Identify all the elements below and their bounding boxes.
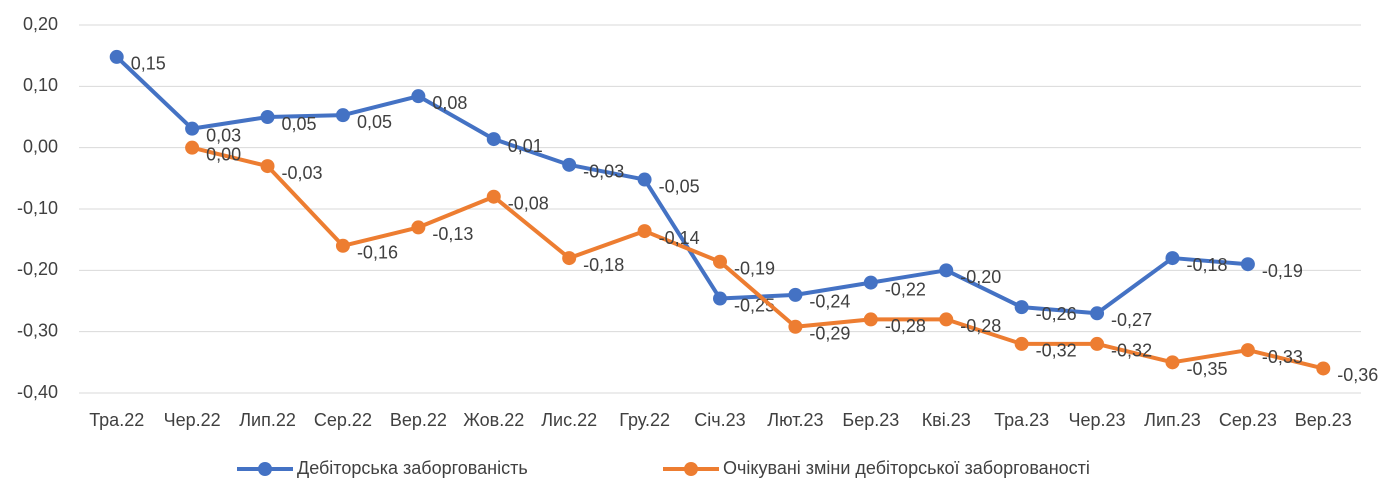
data-label: 0,15 [131,54,166,74]
data-label: -0,19 [734,258,775,278]
legend-label: Очікувані зміни дебіторської заборговано… [723,458,1090,478]
x-tick-label: Вер.22 [390,410,447,430]
data-label: 0,05 [357,112,392,132]
data-label: -0,08 [508,193,549,213]
x-tick-label: Сер.22 [314,410,372,430]
data-label: -0,03 [583,162,624,182]
data-label: -0,35 [1186,359,1227,379]
marker [260,110,275,124]
data-label: -0,20 [960,267,1001,287]
x-tick-label: Кві.23 [922,410,971,430]
data-label: 0,01 [508,136,543,156]
data-label: -0,32 [1111,341,1152,361]
marker [486,189,501,204]
data-label: -0,03 [282,163,323,183]
data-label: -0,29 [809,324,850,344]
marker [185,121,200,136]
marker [1316,361,1331,376]
x-tick-label: Чер.23 [1069,410,1126,430]
x-tick-label: Гру.22 [619,410,670,430]
data-label: -0,36 [1337,365,1378,385]
marker [1165,355,1180,370]
x-tick-label: Лип.23 [1144,410,1201,430]
series-line [191,145,1324,371]
marker [109,49,124,64]
marker [1014,300,1029,315]
x-tick-label: Бер.23 [842,410,899,430]
x-tick-label: Чер.22 [164,410,221,430]
legend-label: Дебіторська заборгованість [297,458,528,478]
y-tick-label: 0,00 [23,136,58,156]
legend-marker [258,462,272,476]
marker [939,312,954,327]
marker [713,254,727,269]
data-label: -0,28 [885,316,926,336]
y-tick-label: 0,20 [23,14,58,34]
data-label: 0,05 [282,114,317,134]
y-tick-label: -0,30 [17,320,58,340]
marker [1090,336,1105,351]
data-label: -0,32 [1036,341,1077,361]
y-tick-label: -0,10 [17,198,58,218]
data-label: -0,18 [583,255,624,275]
data-label: -0,24 [809,292,850,312]
data-label: -0,27 [1111,310,1152,330]
data-label: -0,16 [357,243,398,263]
data-label: -0,28 [960,316,1001,336]
data-label: -0,33 [1262,347,1303,367]
data-label: -0,18 [1186,255,1227,275]
marker [713,291,727,306]
marker [1240,343,1255,358]
x-tick-label: Лис.22 [541,410,597,430]
y-tick-label: 0,10 [23,75,58,95]
x-tick-label: Сер.23 [1219,410,1277,430]
x-tick-label: Вер.23 [1295,410,1352,430]
marker [260,159,275,174]
x-tick-label: Лип.22 [239,410,296,430]
marker [486,132,501,147]
marker [637,172,652,187]
marker [863,312,878,327]
data-label: -0,14 [659,228,700,248]
x-tick-label: Тра.23 [994,410,1049,430]
x-tick-label: Січ.23 [694,410,745,430]
marker [1090,306,1105,321]
data-label: -0,05 [659,176,700,196]
x-tick-label: Жов.22 [463,410,524,430]
marker [562,157,577,172]
marker [185,140,200,155]
data-label: -0,13 [432,224,473,244]
data-label: 0,00 [206,144,241,164]
series-line [115,55,1249,316]
marker [335,238,350,253]
marker [637,224,652,239]
marker [1165,251,1180,266]
data-label: 0,03 [206,125,241,145]
data-label: -0,26 [1036,304,1077,324]
marker [1240,257,1255,272]
marker [863,275,878,290]
marker [411,89,426,104]
marker [788,319,803,334]
marker [562,251,577,266]
data-label: -0,22 [885,279,926,299]
data-label: 0,08 [432,93,467,113]
y-tick-label: -0,40 [17,382,58,402]
legend-marker [684,462,698,476]
marker [335,108,350,123]
y-tick-label: -0,20 [17,259,58,279]
marker [411,220,426,235]
data-label: -0,19 [1262,261,1303,281]
x-tick-label: Тра.22 [89,410,144,430]
marker [939,263,954,278]
marker [1014,336,1029,351]
x-tick-label: Лют.23 [767,410,823,430]
marker [788,287,803,302]
